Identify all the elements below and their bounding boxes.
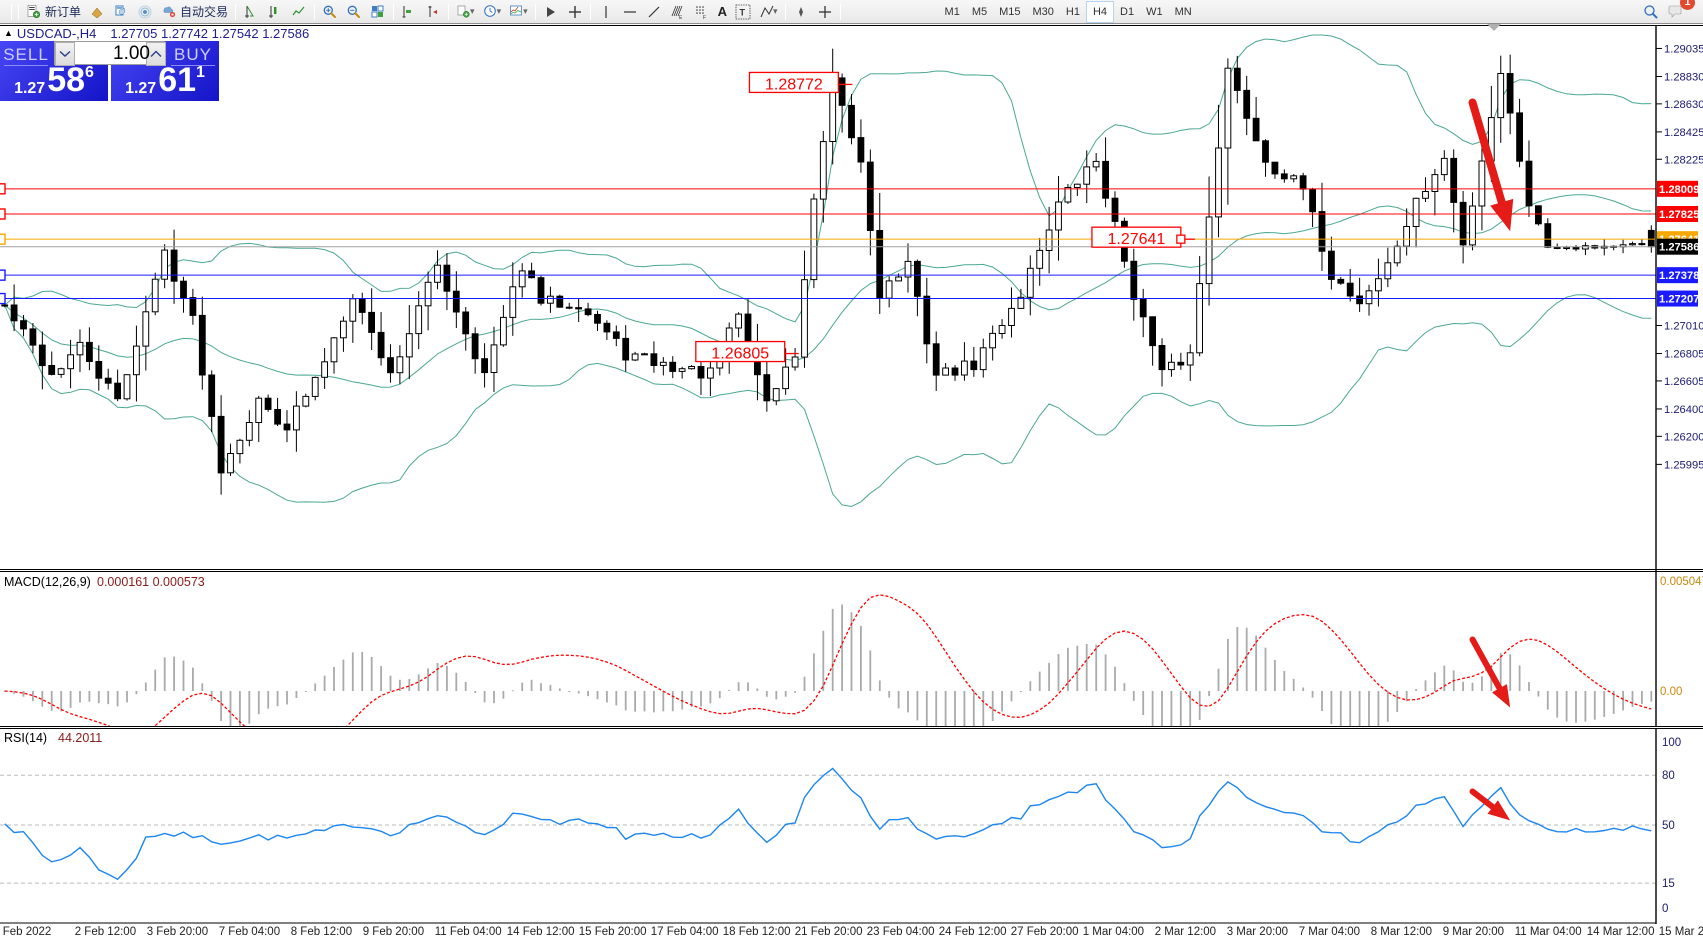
svg-text:1.28772: 1.28772 xyxy=(765,76,823,93)
svg-text:1.27641: 1.27641 xyxy=(1107,231,1165,248)
svg-text:1.28425: 1.28425 xyxy=(1664,127,1703,139)
svg-text:T: T xyxy=(740,7,746,17)
svg-text:1.26400: 1.26400 xyxy=(1664,404,1703,416)
svg-text:E: E xyxy=(679,15,683,20)
svg-text:1.26605: 1.26605 xyxy=(1664,376,1703,388)
svg-text:1.26805: 1.26805 xyxy=(711,346,769,363)
svg-text:0.00: 0.00 xyxy=(1660,686,1682,698)
svg-text:1.25995: 1.25995 xyxy=(1664,459,1703,471)
svg-text:80: 80 xyxy=(1662,770,1675,782)
svg-text:15: 15 xyxy=(1662,878,1675,890)
svg-text:0.005047: 0.005047 xyxy=(1660,576,1703,588)
svg-text:1.27378: 1.27378 xyxy=(1659,270,1699,282)
svg-text:0: 0 xyxy=(1662,903,1668,915)
svg-text:F: F xyxy=(703,15,706,20)
svg-text:1.26200: 1.26200 xyxy=(1664,431,1703,443)
svg-text:1.29035: 1.29035 xyxy=(1664,43,1703,55)
svg-text:100: 100 xyxy=(1662,737,1681,749)
svg-text:1.28225: 1.28225 xyxy=(1664,154,1703,166)
svg-text:MACD(12,26,9): MACD(12,26,9) xyxy=(4,575,91,589)
svg-text:1.27586: 1.27586 xyxy=(1659,242,1699,254)
svg-text:1.26805: 1.26805 xyxy=(1664,349,1703,361)
svg-text:1.27207: 1.27207 xyxy=(1659,294,1699,306)
svg-text:50: 50 xyxy=(1662,820,1675,832)
svg-text:RSI(14): RSI(14) xyxy=(4,731,47,745)
svg-text:1.28630: 1.28630 xyxy=(1664,99,1703,111)
svg-text:0.000161 0.000573: 0.000161 0.000573 xyxy=(97,575,205,589)
svg-text:1.28009: 1.28009 xyxy=(1659,184,1699,196)
svg-text:44.2011: 44.2011 xyxy=(58,731,102,745)
svg-text:1.28830: 1.28830 xyxy=(1664,71,1703,83)
svg-text:1.27010: 1.27010 xyxy=(1664,320,1703,332)
svg-text:1.27825: 1.27825 xyxy=(1659,209,1699,221)
